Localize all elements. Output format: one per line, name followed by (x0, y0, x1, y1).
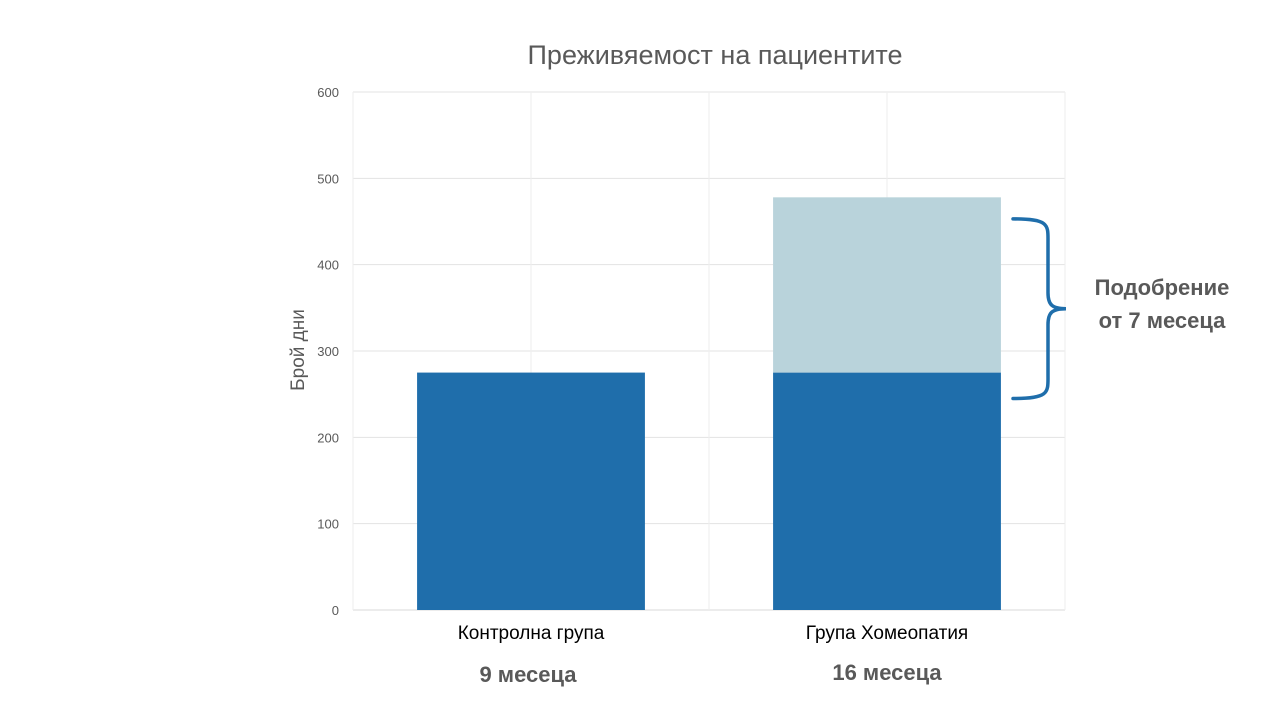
x-category-label: Група Хомеопатия (806, 623, 968, 644)
bar-segment (417, 372, 645, 610)
curly-brace-bracket (1011, 217, 1067, 401)
y-tick-label: 300 (317, 344, 339, 359)
y-tick-label: 200 (317, 430, 339, 445)
improvement-annotation: Подобрение от 7 месеца (1011, 217, 1230, 401)
bars (417, 197, 1001, 610)
x-axis-categories: Контролна група 9 месеца Група Хомеопатия 1… (458, 623, 969, 687)
y-axis-label: Брой дни (288, 309, 309, 391)
y-tick-label: 600 (317, 85, 339, 100)
y-axis-ticks: 0 100 200 300 400 500 600 (317, 85, 339, 618)
y-tick-label: 500 (317, 171, 339, 186)
annotation-label: от 7 месеца (1099, 308, 1227, 333)
duration-label: 16 месеца (832, 660, 942, 685)
chart-title: Преживяемост на пациентите (528, 40, 903, 70)
bar-segment (773, 372, 1001, 610)
y-tick-label: 0 (332, 603, 339, 618)
y-tick-label: 400 (317, 258, 339, 273)
y-tick-label: 100 (317, 517, 339, 532)
bar-segment (773, 197, 1001, 373)
annotation-label: Подобрение (1095, 275, 1230, 300)
x-category-label: Контролна група (458, 623, 605, 644)
duration-label: 9 месеца (479, 662, 577, 687)
